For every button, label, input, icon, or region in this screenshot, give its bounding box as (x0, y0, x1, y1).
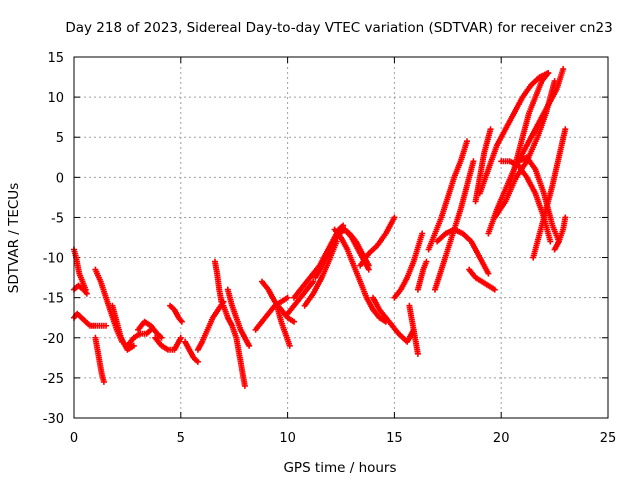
data-point-marks (466, 266, 498, 293)
data-point-marks (124, 326, 154, 349)
series-t23 (331, 226, 389, 325)
y-tick-label: 10 (47, 91, 64, 106)
data-points (71, 66, 569, 389)
series-t18 (273, 302, 293, 349)
x-tick-label: 25 (600, 431, 617, 446)
x-tick-label: 0 (70, 431, 78, 446)
data-point-marks (414, 258, 430, 293)
data-point-marks (92, 334, 107, 385)
y-axis-label: SDTVAR / TECUs (6, 183, 22, 293)
series-t35 (476, 70, 552, 197)
chart-title: Day 218 of 2023, Sidereal Day-to-day VTE… (65, 20, 612, 36)
series-t10 (167, 302, 185, 325)
x-tick-label: 15 (386, 431, 403, 446)
y-tick-label: 5 (56, 131, 64, 146)
data-point-marks (224, 286, 253, 349)
data-point-marks (391, 230, 426, 301)
series-t7 (124, 326, 154, 349)
data-point-marks (135, 318, 165, 341)
data-point-marks (432, 158, 477, 293)
data-point-marks (434, 226, 492, 277)
x-axis-label: GPS time / hours (283, 460, 396, 476)
y-tick-label: -25 (43, 372, 64, 387)
series-t31 (432, 158, 477, 293)
series-t27 (391, 230, 426, 301)
series-t25 (357, 214, 398, 269)
series-t29 (414, 258, 430, 293)
series-t26 (370, 294, 417, 345)
y-tick-label: -10 (43, 252, 64, 267)
data-point-marks (406, 302, 421, 357)
data-point-marks (194, 298, 227, 353)
x-tick-label: 5 (177, 431, 185, 446)
y-tick-label: 15 (47, 51, 64, 66)
series-t28 (406, 302, 421, 357)
series-t19 (284, 278, 317, 317)
series-t15 (224, 286, 253, 349)
series-t41 (530, 126, 569, 261)
data-point-marks (301, 238, 340, 309)
series-t11 (182, 338, 201, 365)
series-t32 (434, 226, 492, 277)
series-t33 (466, 266, 498, 293)
series-t12 (194, 298, 227, 353)
data-point-marks (370, 294, 417, 345)
y-tick-label: -20 (43, 332, 64, 347)
data-point-marks (551, 214, 569, 253)
data-point-marks (530, 126, 569, 261)
data-point-marks (357, 214, 398, 269)
series-t21 (301, 238, 340, 309)
data-point-marks (331, 226, 389, 325)
data-point-marks (284, 278, 317, 317)
series-t4 (92, 334, 107, 385)
data-point-marks (212, 258, 225, 305)
series-t3 (71, 310, 110, 329)
series-t13 (212, 258, 225, 305)
y-tick-label: 0 (56, 171, 64, 186)
series-t30 (425, 138, 471, 253)
data-point-marks (152, 334, 184, 353)
y-tick-label: -5 (51, 211, 64, 226)
series-t8 (135, 318, 165, 341)
data-point-marks (476, 70, 552, 197)
series-t9 (152, 334, 184, 353)
tick-labels: 0 5 10 15 20 25 -30 -25 -20 -15 -10 -5 0 5 10 15 (43, 51, 617, 446)
data-point-marks (71, 310, 110, 329)
series-t14 (220, 302, 248, 389)
y-tick-label: -30 (43, 412, 64, 427)
data-point-marks (167, 302, 185, 325)
data-point-marks (220, 302, 248, 389)
y-tick-label: -15 (43, 292, 64, 307)
grid-lines (74, 57, 608, 418)
series-t42 (551, 214, 569, 253)
x-tick-label: 10 (279, 431, 296, 446)
data-point-marks (425, 138, 471, 253)
data-point-marks (273, 302, 293, 349)
x-tick-label: 20 (493, 431, 510, 446)
data-point-marks (182, 338, 201, 365)
plot-frame (73, 56, 609, 419)
